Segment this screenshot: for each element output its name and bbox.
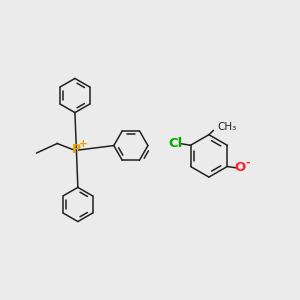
Text: O: O (235, 161, 246, 175)
Text: P: P (72, 143, 81, 157)
Text: +: + (79, 139, 87, 148)
Text: CH₃: CH₃ (218, 122, 237, 132)
Text: Cl: Cl (168, 137, 182, 150)
Text: -: - (245, 158, 250, 168)
